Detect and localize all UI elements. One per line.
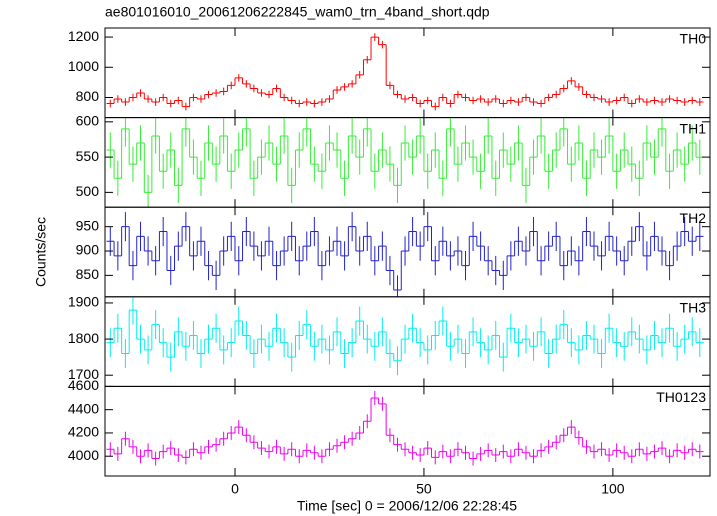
y-tick-label: 4200 <box>68 424 99 440</box>
panel-data <box>106 33 704 111</box>
y-tick-label: 4400 <box>68 400 99 416</box>
panel-frame <box>104 206 711 298</box>
panel-label: TH2 <box>680 210 707 226</box>
y-tick-label: 900 <box>76 242 100 258</box>
panel-data <box>106 296 704 376</box>
x-tick-label: 0 <box>231 481 239 497</box>
y-tick-label: 4000 <box>68 447 99 463</box>
y-tick-label: 1800 <box>68 330 99 346</box>
panel-data <box>106 391 704 466</box>
y-tick-label: 1900 <box>68 294 99 310</box>
panel-data <box>106 117 704 208</box>
panel-label: TH0123 <box>656 389 706 405</box>
panel-data <box>106 212 704 297</box>
panel-frame <box>104 296 711 387</box>
chart-title: ae801016010_20061206222845_wam0_trn_4ban… <box>105 4 490 20</box>
panel-label: TH0 <box>680 31 707 47</box>
y-tick-label: 550 <box>76 148 100 164</box>
y-tick-label: 1000 <box>68 58 99 74</box>
x-tick-label: 100 <box>601 481 625 497</box>
y-tick-label: 800 <box>76 88 100 104</box>
panel-label: TH3 <box>680 300 707 316</box>
panel-label: TH1 <box>680 120 707 136</box>
y-tick-label: 600 <box>76 113 100 129</box>
y-tick-label: 1200 <box>68 28 99 44</box>
y-axis-label: Counts/sec <box>33 217 49 287</box>
y-tick-label: 500 <box>76 183 100 199</box>
x-tick-label: 50 <box>416 481 432 497</box>
y-tick-label: 4600 <box>68 377 99 393</box>
panel-frame <box>104 117 711 208</box>
panel-frame <box>104 385 711 477</box>
y-tick-label: 950 <box>76 217 100 233</box>
x-axis-label: Time [sec] 0 = 2006/12/06 22:28:45 <box>297 498 517 514</box>
y-tick-label: 1700 <box>68 366 99 382</box>
y-tick-label: 850 <box>76 266 100 282</box>
panel-frame <box>104 27 711 119</box>
